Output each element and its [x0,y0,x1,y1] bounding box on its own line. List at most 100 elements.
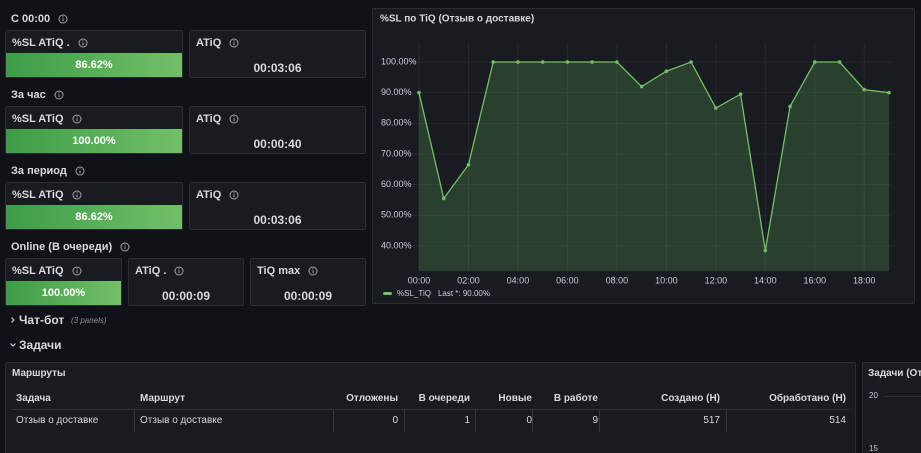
section-title: Online (В очереди) [11,241,113,253]
point [516,60,520,64]
info-icon[interactable] [72,114,82,124]
stat-title: %SL ATiQ [12,189,64,201]
legend-swatch [383,292,392,295]
stat-panel: TiQ max 00:00:09 [250,258,366,306]
section-title: За час [11,89,46,101]
x-tick-label: 10:00 [655,275,678,285]
x-tick-label: 04:00 [507,275,530,285]
stat-title: %SL ATiQ . [12,37,70,49]
stat-gauge: 100.00% [6,129,182,153]
x-tick-label: 08:00 [606,275,629,285]
x-tick-label: 12:00 [705,275,728,285]
stat-panel: %SL ATiQ 100.00% [5,106,183,154]
y-tick-label: 100.00% [381,56,417,66]
stat-panel: %SL ATiQ . 86.62% [5,30,183,78]
table-panel: Маршруты Задача Маршрут Отложены В очереди Н… [5,362,856,453]
point [565,60,570,64]
side-tick: 20 [869,391,878,400]
point [862,87,867,92]
table-cell: 517 [703,415,720,426]
table-cell: Отзыв о доставке [16,415,99,426]
point [788,104,792,109]
y-tick-label: 60.00% [381,179,412,189]
table-header: Создано (H) [661,393,720,404]
table-cell: 0 [392,415,398,426]
info-icon[interactable] [72,266,82,276]
point [491,60,496,64]
row-toggle[interactable] [9,341,17,349]
section-title: За период [11,165,67,177]
header-rule [12,409,849,410]
point [615,60,619,64]
stat-panel: ATiQ . 00:00:09 [128,258,244,306]
point [441,196,446,201]
section-title: C 00:00 [11,13,51,25]
stat-panel: %SL ATiQ 86.62% [5,182,183,230]
side-title: Задачи (От [868,368,921,379]
x-tick-label: 00:00 [408,275,431,285]
point [664,69,669,74]
info-icon[interactable] [72,190,82,200]
info-icon[interactable] [78,38,88,48]
info-icon[interactable] [120,242,130,252]
y-tick-label: 80.00% [381,118,412,128]
table-header: Задача [16,393,51,404]
info-icon[interactable] [58,14,68,24]
info-icon[interactable] [229,38,239,48]
cell-divider [333,409,334,432]
info-icon[interactable] [229,114,239,124]
stat-title: ATiQ [196,37,222,49]
point [812,60,817,64]
point [417,90,421,95]
cell-divider [532,409,533,432]
table-cell: Отзыв о доставке [140,415,223,426]
stat-value: 00:00:40 [253,137,302,151]
table-header: Маршрут [140,393,186,404]
legend-stat: Last *: 90.00% [438,289,490,298]
point [639,84,644,89]
legend-label: %SL_TiQ [397,289,431,298]
x-tick-label: 02:00 [457,275,480,285]
info-icon[interactable] [54,90,64,100]
stat-title: ATiQ [196,189,222,201]
chart-panel: %SL по TiQ (Отзыв о доставке) 40.00% 50.0… [372,8,915,304]
chart: %SL по TiQ (Отзыв о доставке) 40.00% 50.0… [380,14,892,298]
info-icon[interactable] [174,266,184,276]
stat-title: %SL ATiQ [12,265,64,277]
stat-title: ATiQ . [135,265,167,277]
y-tick-label: 40.00% [381,240,412,250]
stat-title: TiQ max [257,265,301,277]
stat-value: 00:03:06 [253,61,302,75]
cell-divider [134,409,135,432]
area [419,62,889,271]
table-title: Маршруты [12,368,66,379]
info-icon[interactable] [75,166,85,176]
stat-panel: ATiQ 00:03:06 [189,182,366,230]
y-tick-label: 50.00% [381,210,412,220]
cell-divider [726,409,727,432]
stat-title: ATiQ [196,113,222,125]
stat-gauge: 86.62% [6,53,182,77]
info-icon[interactable] [229,190,239,200]
table-cell: 0 [526,415,532,426]
info-icon[interactable] [308,266,318,276]
side-grid [883,396,921,397]
y-tick-label: 70.00% [381,148,412,158]
table-header: В очереди [418,393,470,404]
row-title[interactable]: Чат-бот [19,313,65,327]
x-tick-label: 06:00 [556,275,579,285]
stat-gauge: 86.62% [6,205,182,229]
x-tick-label: 14:00 [754,275,777,285]
table-cell: 514 [829,415,846,426]
side-panel: Задачи (От 20 15 [862,362,921,453]
point [887,90,891,95]
point [763,248,768,253]
cell-divider [599,409,600,432]
line [418,61,890,251]
stat-value: 00:00:09 [283,289,333,303]
point [714,106,718,110]
table-header: В работе [553,393,598,404]
row-toggle[interactable] [9,316,17,324]
row-title[interactable]: Задачи [19,338,62,352]
point [590,60,594,64]
